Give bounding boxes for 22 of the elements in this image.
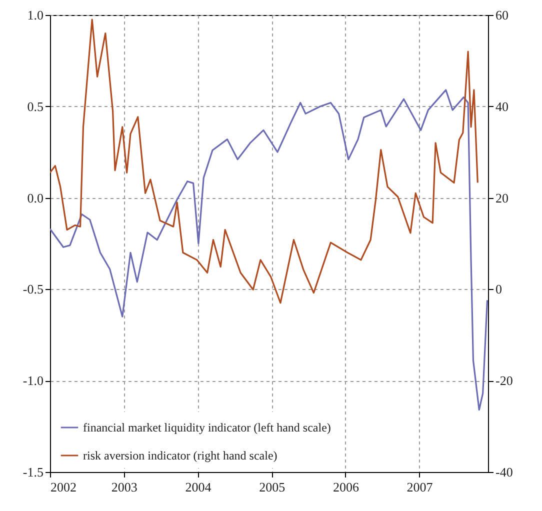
y-tick-label: -0.5	[22, 282, 44, 297]
x-tick-label: 2004	[185, 480, 212, 494]
y-tick-label: 0.0	[27, 190, 44, 206]
line-series	[50, 18, 478, 304]
y2-tick-label: -20	[496, 373, 513, 388]
y2-tick-label: -40	[496, 464, 513, 480]
y2-tick-label: 60	[496, 8, 508, 22]
legend-label: risk aversion indicator (right hand scale)	[83, 448, 278, 462]
x-tick-label: 2005	[259, 480, 286, 494]
y2-tick-label: 40	[496, 98, 508, 114]
y-tick-label: -1.5	[22, 464, 44, 480]
legend-label: financial market liquidity indicator (left hand scale)	[83, 420, 331, 434]
x-tick-label: 2003	[111, 480, 138, 494]
y-tick-label: 0.5	[27, 98, 44, 114]
x-tick-label: 2002	[50, 480, 76, 494]
y-tick-label: -1.0	[22, 373, 44, 388]
y2-tick-label: 0	[496, 282, 502, 297]
x-tick-label: 2006	[332, 480, 360, 494]
y2-tick-label: 20	[496, 190, 508, 206]
y-tick-label: 1.0	[27, 8, 44, 22]
x-tick-label: 2007	[406, 480, 434, 494]
line-series	[50, 89, 488, 411]
